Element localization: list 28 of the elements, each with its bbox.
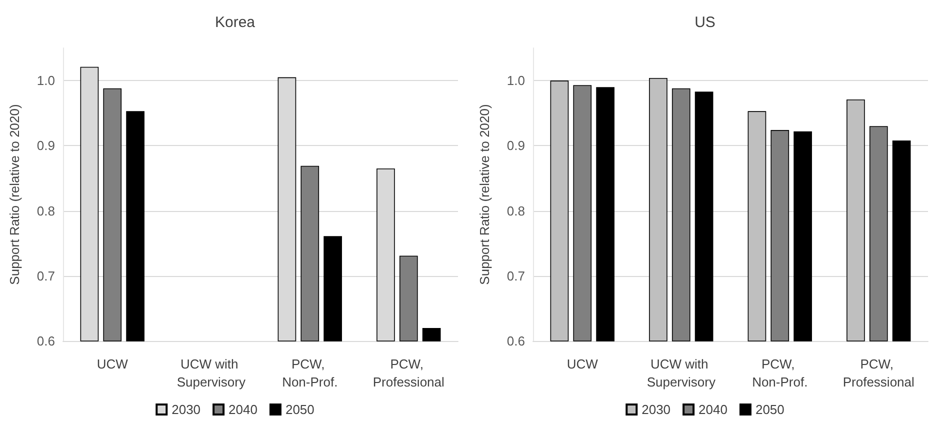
x-tick-label: PCW, Professional xyxy=(372,356,444,390)
x-tick-label: UCW xyxy=(566,356,599,372)
legend-label: 2030 xyxy=(172,402,201,417)
x-tick-label: PCW, Professional xyxy=(842,356,914,390)
legend-label: 2030 xyxy=(642,402,671,417)
y-tick-label: 0.6 xyxy=(36,334,55,348)
x-tick-label: UCW with Supervisory xyxy=(646,356,716,390)
x-tick-label: PCW, Non-Prof. xyxy=(752,356,808,390)
y-tick-label: 0.9 xyxy=(506,138,525,154)
y-tick-label: 1.0 xyxy=(506,73,525,88)
legend-label: 2050 xyxy=(755,402,784,417)
y-tick-label: 0.8 xyxy=(36,203,55,218)
y-tick-label: 1.0 xyxy=(36,73,55,88)
legend-label: 2040 xyxy=(228,402,258,417)
y-tick-label: 0.6 xyxy=(506,334,525,348)
y-tick-label: 0.9 xyxy=(36,138,55,154)
y-axis-title: Support Ratio (relative to 2020) xyxy=(477,104,492,285)
y-tick-label: 0.7 xyxy=(36,268,55,284)
y-tick-label: 0.8 xyxy=(506,203,525,218)
y-axis-title: Support Ratio (relative to 2020) xyxy=(7,104,22,285)
x-tick-label: UCW with Supervisory xyxy=(176,356,246,390)
y-tick-label: 0.7 xyxy=(506,268,525,284)
chart-title: US xyxy=(694,14,716,31)
chart-title: Korea xyxy=(214,14,256,31)
x-tick-label: PCW, Non-Prof. xyxy=(282,356,338,390)
legend-label: 2050 xyxy=(285,402,314,417)
legend-label: 2040 xyxy=(698,402,728,417)
x-tick-label: UCW xyxy=(96,356,129,372)
